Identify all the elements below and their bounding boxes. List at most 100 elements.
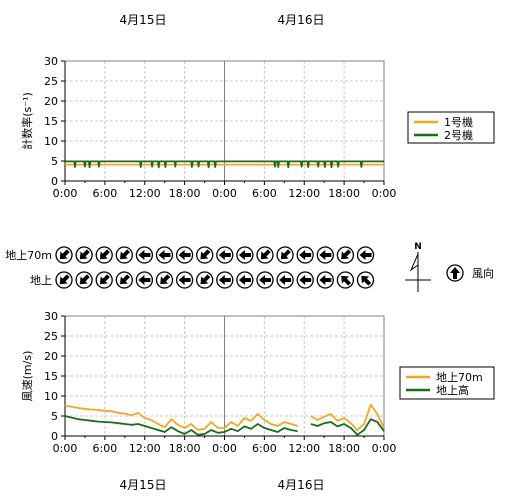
wind-arrow-glyph — [279, 275, 292, 285]
wind-xtick-label-7: 18:00 — [328, 442, 360, 455]
wind-xtick-label-4: 0:00 — [212, 442, 237, 455]
wind-arrow-0-5 — [155, 246, 174, 264]
wind-arrow-0-1 — [75, 246, 93, 264]
wind-arrow-0-10 — [256, 246, 274, 264]
count-ytick-label-1: 5 — [51, 155, 58, 168]
count-legend-label-1: 2号機 — [444, 128, 473, 142]
wind-arrow-1-9 — [236, 271, 254, 289]
wind-legend-label-1: 地上高 — [436, 383, 469, 397]
count-xtick-label-7: 18:00 — [328, 187, 360, 200]
wind-arrow-glyph — [280, 249, 291, 260]
wind-row-label-0: 地上70m — [5, 249, 52, 262]
wind-arrow-glyph — [120, 249, 130, 260]
wind-arrow-1-1 — [75, 271, 93, 289]
count-xtick-label-3: 18:00 — [169, 187, 201, 200]
wind-arrow-0-4 — [135, 246, 154, 264]
wind-arrow-1-10 — [256, 271, 274, 289]
wind-arrow-0-15 — [356, 246, 375, 264]
wind-arrow-1-8 — [216, 271, 234, 289]
wind-arrow-1-12 — [296, 271, 314, 289]
count-ytick-label-2: 10 — [44, 135, 58, 148]
wind-north-icon — [446, 264, 464, 282]
wind-arrow-glyph — [200, 274, 211, 285]
wind-arrow-0-14 — [336, 246, 355, 264]
compass: N 風向 — [405, 242, 494, 292]
wind-ytick-label-2: 10 — [44, 390, 58, 403]
wind-arrow-0-2 — [95, 246, 113, 264]
wind-arrow-1-3 — [115, 271, 133, 289]
wind-xtick-label-1: 6:00 — [93, 442, 118, 455]
count-ytick-label-0: 0 — [51, 175, 58, 188]
wind-arrow-glyph — [319, 275, 332, 285]
count-rate-chart: 0:00 6:00 12:00 18:00 0:00 6:00 12:00 18:00 0:00… — [20, 55, 396, 200]
count-ylabel: 計数率(s⁻¹) — [20, 92, 34, 150]
wind-arrow-1-4 — [135, 271, 154, 289]
wind-arrow-0-9 — [236, 246, 254, 264]
wind-arrow-glyph — [178, 275, 191, 285]
wind-arrow-1-6 — [175, 271, 194, 289]
wind-arrow-glyph — [218, 275, 231, 285]
wind-direction-panel: 地上70m 地上 — [5, 246, 375, 289]
wind-ytick-label-1: 5 — [51, 410, 58, 423]
wind-arrow-0-8 — [216, 246, 234, 264]
wind-ytick-label-0: 0 — [51, 430, 58, 443]
wind-arrow-glyph — [238, 275, 251, 285]
wind-arrow-1-15 — [356, 271, 375, 289]
wind-arrow-glyph — [99, 274, 110, 285]
wind-arrow-1-0 — [55, 271, 73, 289]
wind-speed-chart: 0:00 6:00 12:00 18:00 0:00 6:00 12:00 18:00 0:00… — [21, 310, 396, 455]
wind-arrow-glyph — [138, 250, 151, 260]
compass-arrow — [409, 253, 419, 272]
wind-arrow-glyph — [238, 250, 251, 260]
wind-row-label-1: 地上 — [30, 274, 52, 287]
wind-arrow-0-7 — [196, 246, 214, 264]
wind-ytick-label-5: 25 — [44, 330, 58, 343]
wind-arrow-0-6 — [175, 246, 194, 264]
wind-arrow-1-13 — [316, 271, 334, 289]
wind-arrow-glyph — [319, 250, 332, 260]
count-legend-box — [407, 111, 495, 144]
wind-arrow-glyph — [158, 250, 171, 260]
count-ytick-label-3: 15 — [44, 115, 58, 128]
wind-arrow-0-0 — [55, 246, 73, 264]
compass-north-label: N — [414, 242, 422, 252]
wind-ylabel: 風速(m/s) — [21, 351, 34, 402]
wind-arrow-glyph — [138, 275, 151, 285]
wind-arrow-glyph — [59, 274, 70, 285]
count-ytick-label-6: 30 — [44, 55, 58, 68]
wind-arrow-glyph — [341, 249, 352, 260]
wind-arrow-1-5 — [155, 271, 174, 289]
count-xtick-label-5: 6:00 — [252, 187, 277, 200]
wind-arrow-glyph — [218, 250, 231, 260]
wind-arrow-0-11 — [276, 246, 294, 264]
wind-ytick-label-4: 20 — [44, 350, 58, 363]
wind-arrow-glyph — [99, 249, 110, 260]
count-xtick-label-2: 12:00 — [129, 187, 161, 200]
wind-arrow-glyph — [299, 250, 312, 260]
wind-arrow-glyph — [260, 249, 271, 260]
wind-arrow-glyph — [120, 274, 130, 285]
wind-arrow-glyph — [160, 274, 171, 285]
wind-xtick-label-8: 0:00 — [372, 442, 397, 455]
wind-arrow-1-7 — [196, 271, 214, 289]
wind-xtick-label-0: 0:00 — [53, 442, 78, 455]
wind-xtick-label-5: 6:00 — [252, 442, 277, 455]
wind-arrow-glyph — [361, 275, 372, 286]
wind-arrow-1-2 — [95, 271, 113, 289]
count-xtick-label-6: 12:00 — [288, 187, 320, 200]
wind-arrow-glyph — [79, 249, 90, 260]
wind-ytick-label-6: 30 — [44, 310, 58, 323]
count-series-1 — [65, 160, 384, 169]
wind-arrow-0-13 — [316, 246, 334, 264]
wind-legend-label-0: 地上70m — [436, 371, 483, 384]
top-date-2: 4月16日 — [278, 13, 325, 27]
count-ytick-label-5: 25 — [44, 75, 58, 88]
wind-xtick-label-2: 12:00 — [129, 442, 161, 455]
count-xtick-label-1: 6:00 — [93, 187, 118, 200]
wind-arrow-1-14 — [336, 271, 355, 289]
wind-arrow-glyph — [59, 249, 70, 260]
wind-arrow-1-11 — [276, 271, 294, 289]
wind-arrow-glyph — [178, 250, 191, 260]
